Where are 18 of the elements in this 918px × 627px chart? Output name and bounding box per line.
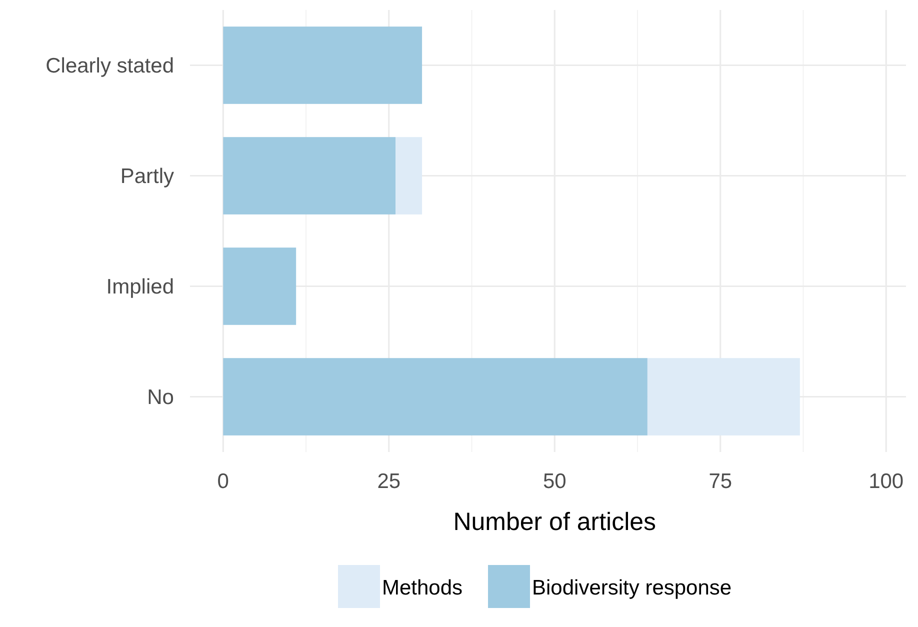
x-tick-label: 25 bbox=[377, 470, 401, 493]
bar bbox=[223, 358, 648, 436]
bar bbox=[396, 137, 422, 214]
x-tick-label: 50 bbox=[542, 470, 566, 493]
bar bbox=[223, 137, 396, 214]
legend-label: Methods bbox=[382, 576, 463, 600]
bar bbox=[223, 248, 296, 325]
y-tick-label: Implied bbox=[106, 276, 174, 299]
bar bbox=[223, 26, 422, 104]
y-tick-label: No bbox=[147, 386, 174, 410]
x-tick-label: 100 bbox=[868, 470, 904, 493]
y-tick-label: Clearly stated bbox=[46, 54, 174, 78]
x-tick-label: 0 bbox=[217, 470, 229, 493]
bar bbox=[647, 358, 800, 436]
y-tick-label: Partly bbox=[120, 165, 174, 188]
x-axis-title: Number of articles bbox=[453, 508, 656, 536]
legend-label: Biodiversity response bbox=[532, 576, 732, 600]
x-tick-label: 75 bbox=[708, 470, 732, 493]
